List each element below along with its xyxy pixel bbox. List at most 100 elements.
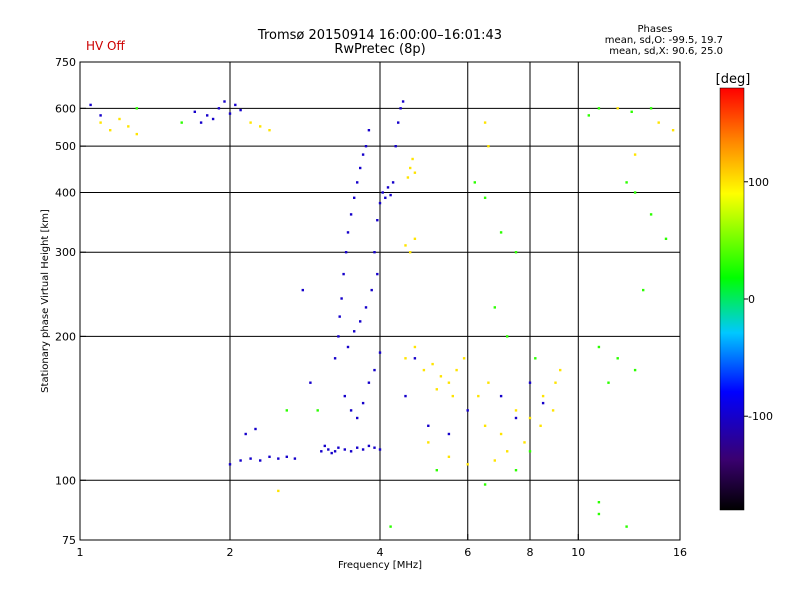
data-point-X xyxy=(451,394,454,398)
data-point-O xyxy=(364,145,368,148)
data-point-noise xyxy=(607,381,610,384)
data-point-O xyxy=(217,107,221,110)
data-point-O xyxy=(277,457,280,460)
data-point-O xyxy=(349,409,353,412)
data-point-X xyxy=(657,121,660,124)
data-point-noise xyxy=(616,357,619,360)
data-point-X xyxy=(462,357,466,360)
data-point-X xyxy=(477,394,480,398)
data-point-O xyxy=(343,448,346,451)
data-point-O xyxy=(367,444,371,448)
data-point-O xyxy=(361,401,365,405)
data-point-O xyxy=(239,108,242,112)
data-point-noise xyxy=(499,231,503,234)
data-point-O xyxy=(223,100,226,103)
data-point-O xyxy=(327,448,330,451)
legend-line-x: mean, sd,X: 90.6, 25.0 xyxy=(609,46,723,57)
data-point-X xyxy=(541,394,545,398)
data-point-O xyxy=(259,459,262,462)
data-point-O xyxy=(333,357,337,360)
data-point-O xyxy=(367,129,371,132)
y-tick-label: 75 xyxy=(62,534,76,547)
grid-lines xyxy=(80,62,680,540)
data-point-O xyxy=(361,448,365,451)
data-point-O xyxy=(397,121,400,124)
data-point-X xyxy=(616,107,619,110)
data-point-O xyxy=(401,100,405,103)
colorbar-tick-label: 0 xyxy=(748,293,755,306)
data-point-X xyxy=(268,129,271,132)
data-point-O xyxy=(364,306,368,309)
data-point-X xyxy=(499,432,503,436)
data-point-O xyxy=(330,451,333,455)
data-point-O xyxy=(386,186,390,189)
data-point-noise xyxy=(483,483,487,486)
data-point-X xyxy=(409,251,412,254)
data-point-O xyxy=(309,381,312,384)
data-point-O xyxy=(342,272,345,276)
y-tick-label: 100 xyxy=(55,474,76,487)
data-point-O xyxy=(349,450,353,453)
data-point-X xyxy=(422,368,426,372)
data-point-X xyxy=(447,455,451,458)
data-point-O xyxy=(228,463,232,466)
x-axis-ticks: 1 2 4 6 8 10 16 xyxy=(77,534,687,559)
data-point-O xyxy=(254,427,257,431)
data-point-X xyxy=(109,129,112,132)
data-point-O xyxy=(378,201,382,205)
data-point-noise xyxy=(514,251,518,254)
data-point-X xyxy=(127,125,130,128)
data-point-O xyxy=(89,103,92,107)
data-point-O xyxy=(340,297,343,300)
data-point-noise xyxy=(285,409,288,412)
data-point-O xyxy=(389,193,392,197)
data-point-noise xyxy=(316,409,319,412)
x-tick-label: 10 xyxy=(571,546,585,559)
data-point-O xyxy=(356,416,359,420)
data-point-X xyxy=(406,176,410,179)
data-point-O xyxy=(373,368,376,372)
data-point-O xyxy=(384,196,387,199)
data-point-X xyxy=(409,166,412,170)
data-point-X xyxy=(404,244,407,247)
data-point-X xyxy=(539,424,542,427)
data-point-X xyxy=(671,129,675,132)
data-point-X xyxy=(135,132,138,136)
x-tick-label: 1 xyxy=(77,546,84,559)
data-point-O xyxy=(323,444,326,448)
data-point-X xyxy=(551,409,555,412)
data-point-O xyxy=(361,153,365,156)
data-point-O xyxy=(378,448,382,451)
data-point-X xyxy=(633,153,637,156)
data-point-noise xyxy=(633,191,637,194)
colorbar-label: [deg] xyxy=(716,72,751,87)
data-point-O xyxy=(528,381,532,384)
y-tick-label: 500 xyxy=(55,140,76,153)
data-point-O xyxy=(349,213,353,216)
colorbar-tick-label: -100 xyxy=(748,410,773,423)
data-point-O xyxy=(376,272,379,276)
data-point-noise xyxy=(506,335,509,338)
data-point-noise xyxy=(587,114,590,117)
data-point-X xyxy=(118,117,121,121)
data-point-O xyxy=(370,288,373,292)
data-point-X xyxy=(455,368,458,372)
data-point-O xyxy=(367,381,371,384)
data-point-noise xyxy=(534,357,537,360)
data-point-O xyxy=(228,112,232,115)
status-label: HV Off xyxy=(86,39,125,53)
data-point-O xyxy=(353,330,356,333)
data-point-O xyxy=(193,110,196,113)
data-point-X xyxy=(435,388,438,391)
data-point-O xyxy=(399,107,402,110)
colorbar-ticks: 100 0 -100 xyxy=(744,176,773,423)
data-point-noise xyxy=(528,450,532,453)
data-point-X xyxy=(404,357,407,360)
data-point-O xyxy=(199,121,203,124)
data-point-O xyxy=(346,231,350,234)
data-point-noise xyxy=(625,181,628,184)
data-point-O xyxy=(413,357,417,360)
data-point-noise xyxy=(642,288,645,292)
legend-title: Phases xyxy=(637,24,672,35)
